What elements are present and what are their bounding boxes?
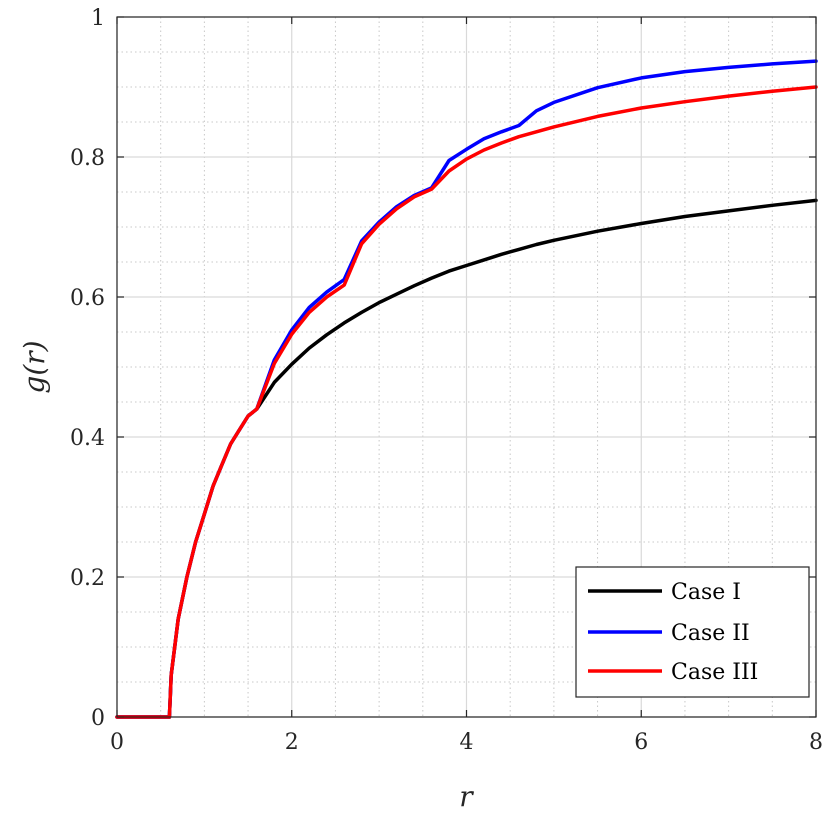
y-axis-label: g(r): [18, 340, 51, 393]
y-tick-label: 0.8: [70, 146, 105, 171]
y-tick-label: 0.2: [70, 566, 105, 591]
series-line-case-iii: [115, 85, 818, 719]
y-tick-label: 0: [91, 706, 105, 731]
legend: Case I Case II Case III: [575, 566, 810, 698]
tick-labels: 0 2 4 6 8 0 0.2 0.4 0.6 0.8 1: [70, 6, 823, 755]
legend-label-case-i: Case I: [671, 580, 741, 605]
x-tick-label: 2: [285, 730, 299, 755]
x-axis-label: r: [459, 780, 474, 813]
legend-label-case-ii: Case II: [671, 621, 750, 646]
x-tick-label: 6: [634, 730, 648, 755]
y-tick-label: 0.4: [70, 426, 105, 451]
y-tick-label: 1: [91, 6, 105, 31]
y-tick-label: 0.6: [70, 286, 105, 311]
legend-label-case-iii: Case III: [671, 660, 758, 685]
x-tick-label: 4: [460, 730, 474, 755]
series-lines: [115, 59, 818, 719]
axis-ticks: [116, 16, 817, 718]
x-tick-label: 0: [110, 730, 124, 755]
x-tick-label: 8: [809, 730, 823, 755]
